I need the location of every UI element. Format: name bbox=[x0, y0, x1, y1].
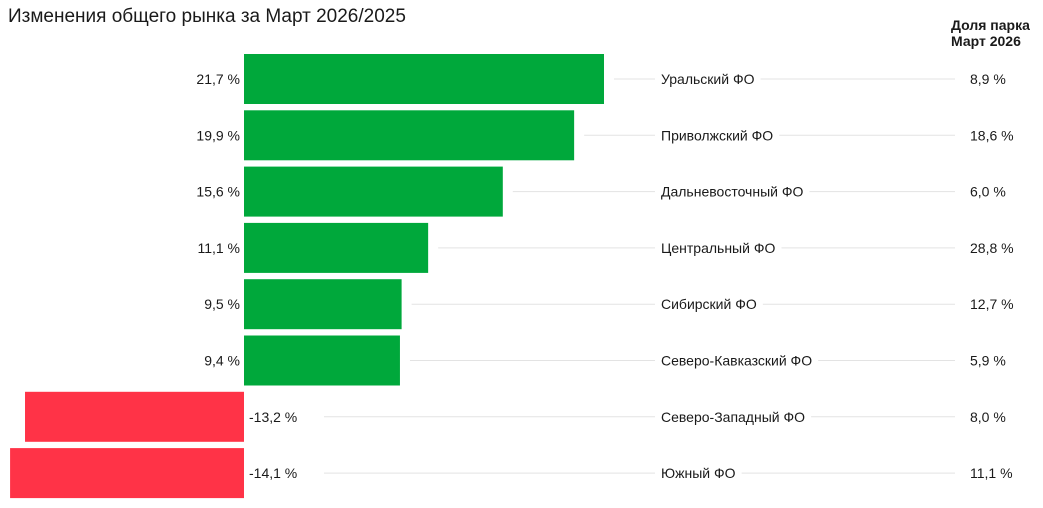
share-label: 11,1 % bbox=[970, 465, 1013, 481]
value-label: 21,7 % bbox=[196, 71, 240, 87]
label-backing bbox=[964, 238, 1020, 257]
value-label: -14,1 % bbox=[249, 465, 297, 481]
category-label: Южный ФО bbox=[661, 465, 736, 481]
bar-positive bbox=[244, 54, 604, 104]
category-label: Северо-Кавказский ФО bbox=[661, 353, 812, 369]
value-label: 9,5 % bbox=[204, 296, 240, 312]
bar-positive bbox=[244, 279, 402, 330]
label-backing bbox=[964, 126, 1020, 145]
bar-positive bbox=[244, 110, 575, 161]
bar-positive bbox=[244, 335, 400, 386]
category-label: Приволжский ФО bbox=[661, 127, 773, 143]
share-label: 5,9 % bbox=[970, 353, 1006, 369]
label-backing bbox=[655, 351, 819, 370]
category-label: Дальневосточный ФО bbox=[661, 184, 803, 200]
label-backing bbox=[655, 238, 782, 257]
share-label: 28,8 % bbox=[970, 240, 1014, 256]
share-label: 8,9 % bbox=[970, 71, 1006, 87]
bar-negative bbox=[10, 448, 245, 499]
category-label: Северо-Западный ФО bbox=[661, 409, 805, 425]
label-backing bbox=[964, 70, 1012, 88]
bar-negative bbox=[25, 391, 244, 442]
value-label: -13,2 % bbox=[249, 409, 297, 425]
category-label: Сибирский ФО bbox=[661, 296, 757, 312]
label-backing bbox=[655, 182, 810, 201]
bar-positive bbox=[244, 166, 503, 217]
label-backing bbox=[964, 295, 1020, 314]
share-label: 18,6 % bbox=[970, 127, 1014, 143]
value-label: 11,1 % bbox=[197, 240, 240, 256]
category-label: Уральский ФО bbox=[661, 71, 755, 87]
value-label: 19,9 % bbox=[196, 127, 240, 143]
label-backing bbox=[655, 70, 761, 88]
label-backing bbox=[655, 407, 812, 426]
share-column-header: Доля парка Март 2026 bbox=[951, 17, 1030, 49]
chart-title: Изменения общего рынка за Март 2026/2025 bbox=[8, 6, 406, 27]
label-backing bbox=[964, 407, 1012, 426]
share-header-line1: Доля парка bbox=[951, 17, 1030, 33]
bar-positive bbox=[244, 222, 429, 273]
label-backing bbox=[655, 295, 763, 314]
share-header-line2: Март 2026 bbox=[951, 33, 1021, 49]
category-label: Центральный ФО bbox=[661, 240, 775, 256]
label-backing bbox=[964, 351, 1012, 370]
share-label: 8,0 % bbox=[970, 409, 1006, 425]
value-label: 9,4 % bbox=[204, 353, 240, 369]
share-label: 6,0 % bbox=[970, 184, 1006, 200]
label-backing bbox=[655, 464, 742, 483]
value-label: 15,6 % bbox=[196, 184, 240, 200]
label-backing bbox=[964, 464, 1019, 483]
label-backing bbox=[964, 182, 1012, 201]
label-backing bbox=[655, 126, 780, 145]
share-label: 12,7 % bbox=[970, 296, 1014, 312]
